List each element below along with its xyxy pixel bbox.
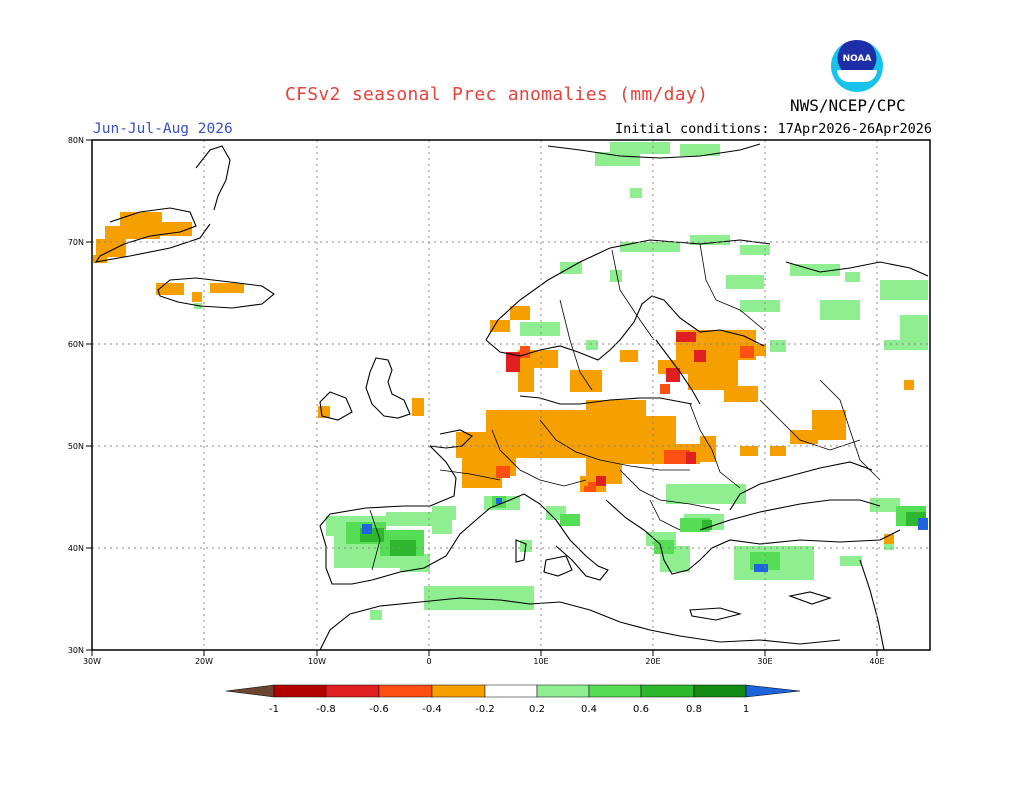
lat-label: 40N <box>68 544 84 553</box>
colorbar-segment-neutral <box>484 684 538 698</box>
colorbar-segment <box>640 684 695 698</box>
lat-label: 30N <box>68 646 84 655</box>
colorbar-arrow-low <box>225 684 275 698</box>
colorbar-segment <box>431 684 486 698</box>
colorbar-segment <box>378 684 433 698</box>
colorbar-arrow-high <box>745 684 801 698</box>
anomaly-region-central-europe <box>496 450 690 492</box>
organization-label: NWS/NCEP/CPC <box>790 96 906 115</box>
anomaly-cells <box>93 142 928 620</box>
anomaly-region-western-europe <box>318 398 846 492</box>
map-title: CFSv2 seasonal Prec anomalies (mm/day) <box>285 84 709 105</box>
lat-label: 60N <box>68 340 84 349</box>
noaa-emblem: NOAA <box>831 40 883 92</box>
colorbar-segment <box>273 684 327 698</box>
colorbar <box>225 684 801 698</box>
colorbar-labels: -1 -0.8 -0.6 -0.4 -0.2 0.2 0.4 0.6 0.8 1 <box>269 704 749 715</box>
coastlines <box>94 143 929 651</box>
anomaly-region-caucasus <box>580 478 894 544</box>
lat-label: 70N <box>68 238 84 247</box>
lon-label: 40E <box>869 657 884 666</box>
colorbar-label: -0.4 <box>422 704 442 715</box>
map-frame <box>91 139 931 651</box>
lon-label: 0 <box>426 657 431 666</box>
lon-label: 20W <box>195 657 213 666</box>
lon-labels: 30W 20W 10W 0 10E 20E 30E 40E <box>83 657 885 666</box>
colorbar-label: -0.6 <box>369 704 389 715</box>
colorbar-segment <box>536 684 590 698</box>
anomaly-region-above-max <box>362 498 928 572</box>
anomaly-cell <box>904 380 914 390</box>
noaa-logo-text: NOAA <box>842 54 872 64</box>
colorbar-segment <box>693 684 747 698</box>
axis-ticks <box>86 139 878 656</box>
anomaly-region-arctic <box>520 142 928 352</box>
initial-conditions-label: Initial conditions: 17Apr2026-26Apr2026 <box>615 121 932 137</box>
colorbar-segment <box>325 684 380 698</box>
lon-label: 10E <box>533 657 548 666</box>
anomaly-region-scandinavia <box>490 306 766 402</box>
anomaly-region-baltic-orange <box>520 346 754 394</box>
anomaly-region-central-europe-red <box>596 452 696 486</box>
colorbar-segment <box>588 684 642 698</box>
colorbar-label: -0.8 <box>316 704 336 715</box>
anomaly-region-baltic-red <box>506 332 706 382</box>
anomaly-region-greenland <box>93 212 192 263</box>
colorbar-label: 0.8 <box>686 704 702 715</box>
noaa-wave-shape <box>837 70 877 82</box>
lon-label: 30E <box>757 657 772 666</box>
season-label: Jun-Jul-Aug 2026 <box>93 121 233 137</box>
lat-label: 80N <box>68 136 84 145</box>
lon-label: 20E <box>645 657 660 666</box>
lat-labels: 80N 70N 60N 50N 40N 30N <box>68 136 84 655</box>
colorbar-label: 1 <box>743 704 749 715</box>
lat-label: 50N <box>68 442 84 451</box>
lon-label: 10W <box>308 657 326 666</box>
country-borders <box>369 243 881 571</box>
colorbar-label: -0.2 <box>475 704 495 715</box>
noaa-logo: NOAA <box>831 40 883 92</box>
colorbar-label: 0.2 <box>529 704 545 715</box>
colorbar-label: 0.6 <box>633 704 649 715</box>
colorbar-label: -1 <box>269 704 279 715</box>
lon-label: 30W <box>83 657 101 666</box>
graticule <box>92 140 930 650</box>
colorbar-label: 0.4 <box>581 704 597 715</box>
